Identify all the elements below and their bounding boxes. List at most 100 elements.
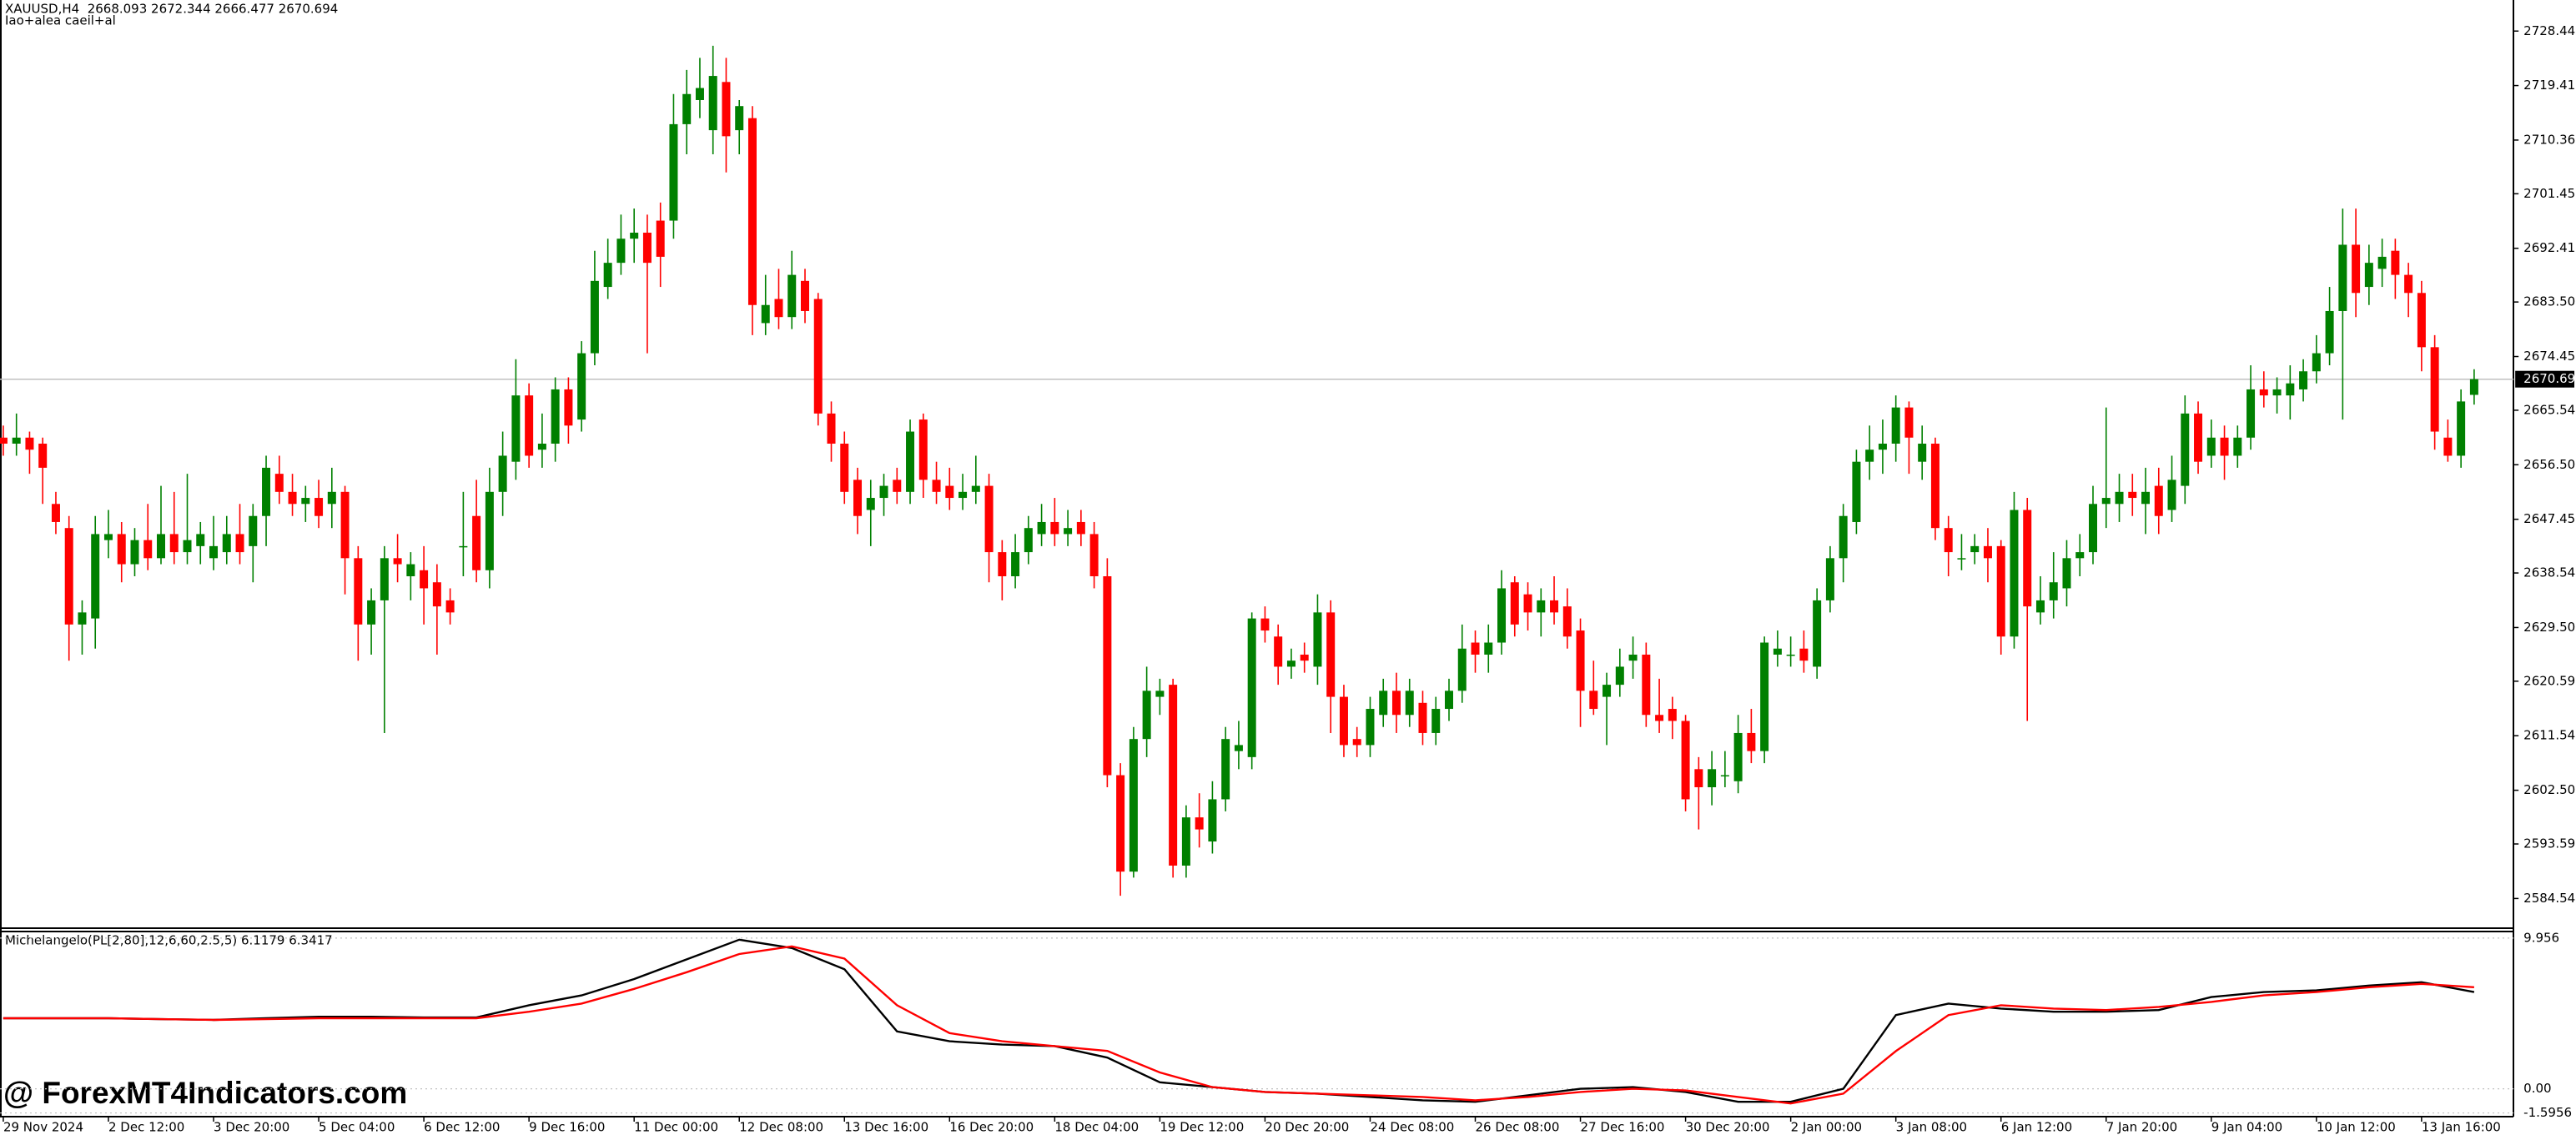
candle-body — [2272, 389, 2282, 396]
candle-body — [25, 437, 34, 450]
candle-body — [656, 220, 665, 257]
candle-body — [1300, 654, 1309, 661]
x-tick-label: 24 Dec 08:00 — [1370, 1120, 1454, 1135]
x-tick-label: 12 Dec 08:00 — [739, 1120, 823, 1135]
candle-body — [2259, 389, 2268, 396]
y-tick-label: 2647.455 — [2523, 511, 2576, 526]
x-tick-label: 2 Jan 00:00 — [1791, 1120, 1862, 1135]
candle-body — [222, 534, 231, 553]
candle-body — [998, 552, 1007, 577]
current-price-box — [2515, 370, 2574, 388]
candle-body — [1234, 745, 1243, 751]
candle-body — [1747, 732, 1756, 751]
candle-body — [130, 540, 139, 565]
candle-body — [1103, 576, 1112, 776]
candle-body — [1445, 691, 1453, 710]
candle-body — [1562, 606, 1572, 637]
candle-body — [288, 491, 297, 505]
candle-body — [958, 491, 968, 499]
candle-body — [209, 545, 219, 559]
current-price-label: 2670.694 — [2523, 371, 2576, 386]
x-tick-label: 29 Nov 2024 — [3, 1120, 83, 1135]
candle-body — [945, 485, 954, 499]
y-tick-label: 2638.545 — [2523, 565, 2576, 580]
candle-body — [2010, 510, 2019, 637]
watermark: @ ForexMT4Indicators.com — [3, 1076, 407, 1110]
y-tick-label: 0.00 — [2523, 1081, 2551, 1096]
candle-body — [2299, 371, 2308, 389]
candle-body — [2049, 582, 2058, 600]
candle-body — [932, 480, 941, 492]
candle-body — [1129, 739, 1138, 872]
candle-body — [1983, 545, 1992, 559]
candle-body — [564, 389, 573, 426]
candle-body — [603, 263, 612, 288]
candle-body — [1813, 600, 1822, 667]
candle-body — [1996, 545, 2005, 637]
candle-body — [1471, 642, 1480, 655]
candle-body — [1142, 691, 1151, 740]
candle-body — [1089, 534, 1099, 577]
y-tick-label: 2701.455 — [2523, 186, 2576, 201]
candle-body — [406, 564, 415, 577]
candle-body — [630, 233, 639, 239]
x-tick-label: 6 Dec 12:00 — [424, 1120, 500, 1135]
x-tick-label: 7 Jan 20:00 — [2106, 1120, 2177, 1135]
x-tick-label: 30 Dec 20:00 — [1686, 1120, 1770, 1135]
candle-body — [91, 534, 100, 619]
candle-body — [445, 600, 455, 613]
candle-body — [301, 498, 310, 505]
candle-body — [866, 498, 875, 510]
x-tick-label: 5 Dec 04:00 — [319, 1120, 395, 1135]
candle-body — [2286, 383, 2295, 396]
candle-body — [1576, 630, 1585, 691]
candle-body — [262, 467, 271, 516]
candle-body — [196, 534, 205, 546]
subheader: Iao+alea caeil+al — [5, 13, 116, 28]
candle-body — [787, 274, 797, 318]
candle-body — [1366, 709, 1375, 746]
candle-body — [1274, 636, 1283, 667]
candle-body — [367, 600, 376, 625]
candle-body — [1457, 648, 1467, 691]
candle-body — [577, 353, 586, 420]
candle-body — [2062, 558, 2071, 589]
candle-body — [537, 443, 546, 450]
candle-body — [2246, 389, 2256, 438]
candle-body — [1379, 691, 1388, 716]
x-tick-label: 11 Dec 00:00 — [634, 1120, 718, 1135]
candle-body — [840, 443, 849, 492]
candle-body — [2377, 256, 2387, 269]
candle-body — [1313, 612, 1322, 667]
candle-body — [432, 582, 441, 607]
candle-body — [1523, 594, 1532, 613]
y-tick-label: 2611.545 — [2523, 728, 2576, 743]
candle-body — [590, 280, 599, 354]
candle-body — [2325, 310, 2334, 354]
candle-body — [274, 474, 284, 492]
candle-body — [2128, 491, 2137, 499]
candle-body — [1484, 642, 1493, 655]
candle-body — [2352, 244, 2361, 294]
header: XAUUSD,H4 2668.093 2672.344 2666.477 267… — [5, 2, 338, 17]
x-tick-label: 2 Dec 12:00 — [108, 1120, 184, 1135]
candle-body — [747, 118, 757, 305]
candle-body — [2469, 379, 2478, 395]
candle-body — [2364, 263, 2373, 288]
indicator-label: Michelangelo(PL[2,80],12,6,60,2.5,5) 6.1… — [5, 933, 333, 948]
candle-body — [1930, 443, 1940, 529]
y-tick-label: 2674.455 — [2523, 349, 2576, 364]
candle-body — [327, 491, 336, 505]
candle-body — [2035, 600, 2045, 613]
candle-body — [169, 534, 179, 553]
candle-body — [801, 280, 809, 311]
candle-body — [51, 504, 60, 522]
candle-body — [1155, 691, 1165, 697]
candle-body — [354, 558, 363, 625]
y-tick-label: 2719.410 — [2523, 78, 2576, 93]
candle-body — [38, 443, 48, 468]
candle-body — [2417, 293, 2426, 348]
